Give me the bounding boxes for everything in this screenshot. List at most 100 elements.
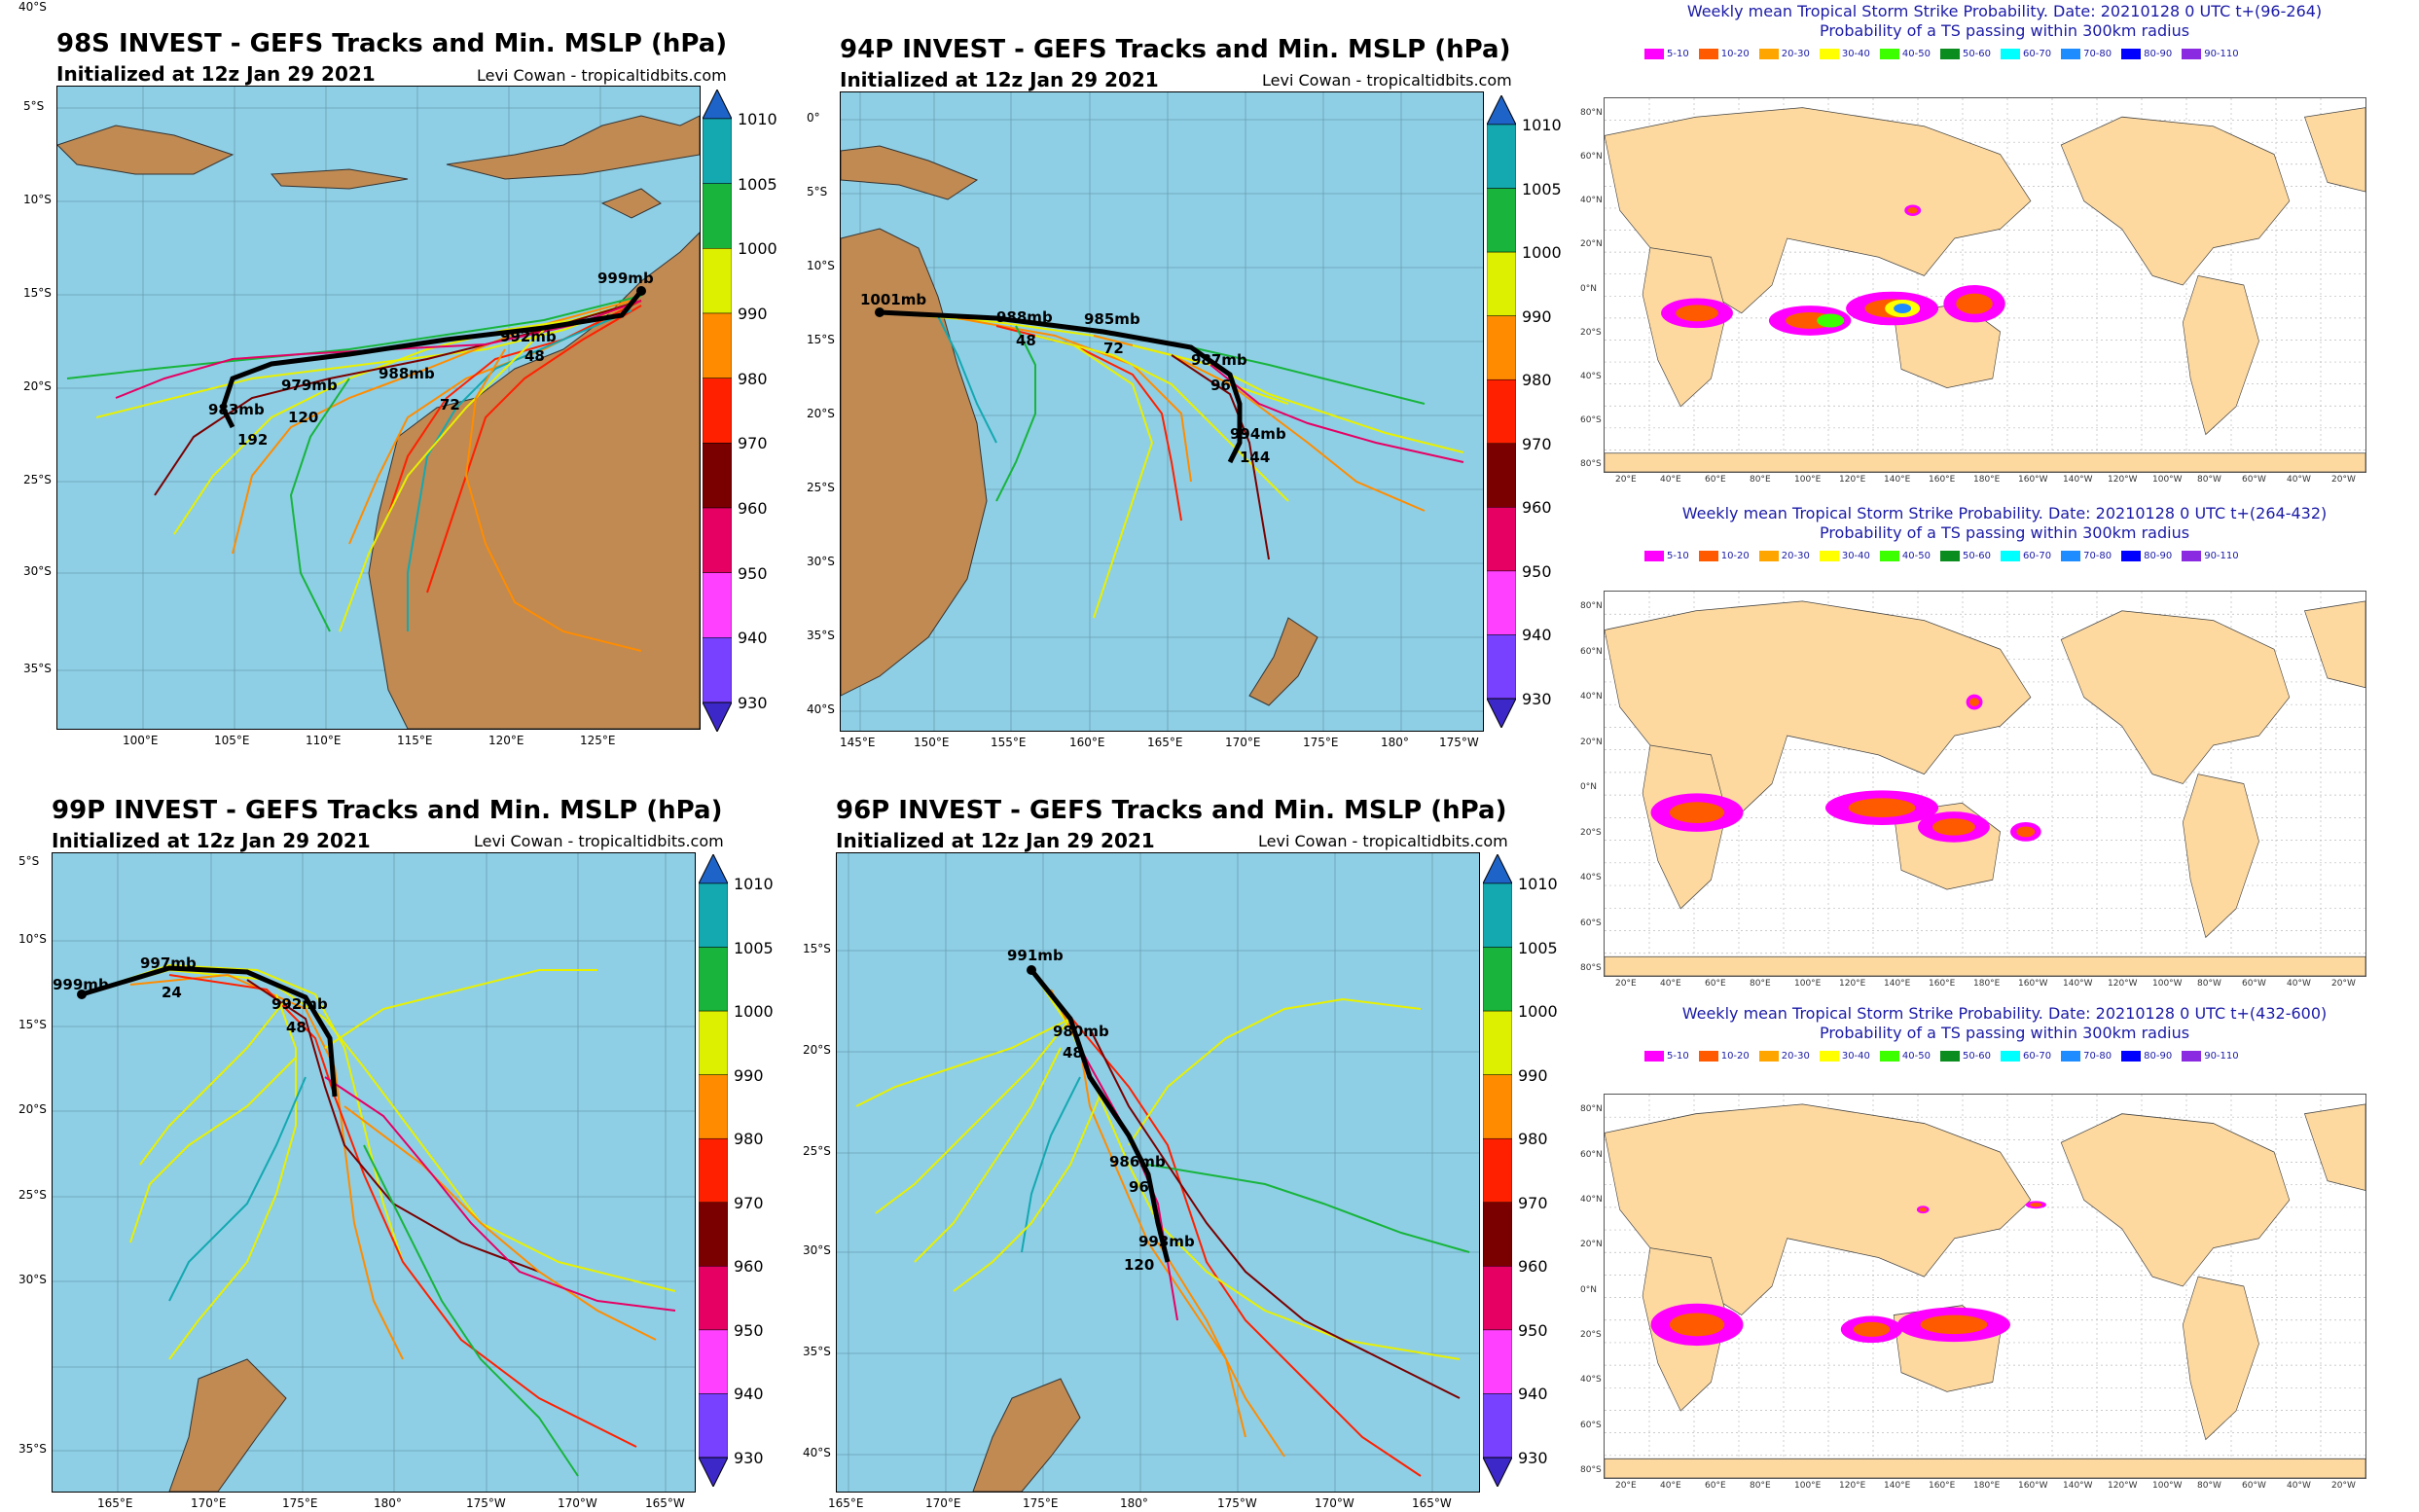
ecm-lat-tick: 20°S (1580, 827, 1602, 838)
lat-tick-label: 35°S (18, 1442, 47, 1456)
svg-text:987mb: 987mb (1191, 351, 1247, 369)
legend-swatch (1698, 49, 1718, 59)
legend-label: 10-20 (1720, 49, 1750, 59)
ecm-lon-tick: 120°E (1839, 1481, 1866, 1491)
lon-tick-label: 145°E (840, 736, 876, 749)
ecm-lon-tick: 40°E (1660, 1481, 1681, 1491)
legend-label: 40-50 (1901, 1051, 1931, 1062)
ecm-legend: 5-10 10-20 20-30 30-40 40-50 50-60 60-70 70-80 8… (1644, 551, 2239, 561)
legend-label: 80-90 (2144, 551, 2173, 561)
legend-swatch (1879, 49, 1899, 59)
colorbar-level-label: 1005 (1518, 938, 1558, 957)
svg-text:997mb: 997mb (140, 954, 197, 972)
panel-init: Initialized at 12z Jan 29 2021 (56, 62, 376, 86)
ecm-lat-tick: 20°N (1580, 239, 1603, 250)
legend-swatch (1758, 49, 1779, 59)
ecm-lon-tick: 120°W (2108, 979, 2138, 989)
lat-tick-label: 25°S (807, 481, 835, 494)
colorbar-level-label: 960 (734, 1257, 764, 1277)
ecm-lat-tick: 40°N (1580, 196, 1603, 206)
legend-swatch (1698, 1051, 1718, 1062)
ecm-lon-tick: 40°W (2287, 475, 2311, 485)
colorbar-level-label: 1000 (1522, 243, 1562, 263)
legend-item: 30-40 (1819, 551, 1870, 561)
panel-init-96p: Initialized at 12z Jan 29 2021 (836, 829, 1155, 852)
pressure-colorbar (1482, 852, 1513, 1489)
legend-item: 5-10 (1644, 1051, 1689, 1062)
lon-tick-label: 175°E (1303, 736, 1339, 749)
lat-tick-label: 40°S (803, 1446, 831, 1459)
colorbar-level-label: 970 (734, 1193, 764, 1212)
lon-tick-label: 170°W (558, 1496, 597, 1510)
lon-tick-label: 100°E (123, 734, 159, 747)
ecm-lon-tick: 60°W (2242, 979, 2266, 989)
legend-item: 30-40 (1819, 1051, 1870, 1062)
colorbar-level-label: 940 (734, 1385, 764, 1404)
ecm-lon-tick: 20°E (1615, 979, 1637, 989)
legend-item: 90-110 (2182, 551, 2239, 561)
ecm-lat-tick: 40°S (1580, 371, 1602, 381)
colorbar-level-label: 1010 (1518, 875, 1558, 893)
lon-tick-label: 175°E (282, 1496, 318, 1510)
legend-item: 50-60 (1939, 551, 1991, 561)
legend-swatch (1939, 1051, 1960, 1062)
ecm-lat-tick: 80°N (1580, 1104, 1603, 1115)
lon-tick-label: 105°E (214, 734, 250, 747)
ecm-lon-tick: 40°W (2287, 979, 2311, 989)
ecm-lon-tick: 140°W (2063, 475, 2093, 485)
panel-credit-99p: Levi Cowan - tropicaltidbits.com (474, 832, 724, 850)
ecm-lon-tick: 100°E (1794, 979, 1822, 989)
colorbar-level-label: 990 (734, 1065, 764, 1085)
ecm-title: Weekly mean Tropical Storm Strike Probab… (1681, 1004, 2328, 1023)
ecm-lat-tick: 60°N (1580, 151, 1603, 162)
colorbar-level-label: 960 (1518, 1257, 1548, 1277)
lon-tick-label: 165°E (1147, 736, 1183, 749)
legend-label: 30-40 (1841, 551, 1870, 561)
lon-tick-label: 175°W (1217, 1496, 1257, 1510)
svg-text:192: 192 (237, 431, 268, 449)
svg-text:144: 144 (1240, 449, 1270, 466)
lat-tick-label: 30°S (18, 1273, 47, 1286)
colorbar-level-label: 980 (734, 1130, 764, 1149)
colorbar-level-label: 1005 (734, 938, 774, 957)
ecm-lon-tick: 140°E (1884, 979, 1911, 989)
legend-label: 80-90 (2144, 1051, 2173, 1062)
panel-title: 98S INVEST - GEFS Tracks and Min. MSLP (… (56, 29, 728, 58)
panel-init-99p: Initialized at 12z Jan 29 2021 (52, 829, 371, 852)
legend-item: 80-90 (2121, 551, 2172, 561)
lat-tick-label: 25°S (803, 1144, 831, 1158)
legend-label: 30-40 (1841, 1051, 1870, 1062)
svg-text:992mb: 992mb (271, 995, 328, 1013)
colorbar-level-label: 990 (1518, 1065, 1548, 1085)
lon-tick-label: 175°E (1023, 1496, 1059, 1510)
ecm-lon-tick: 180°E (1973, 979, 2001, 989)
ecm-lon-tick: 20°W (2331, 475, 2356, 485)
legend-swatch (1644, 551, 1664, 561)
colorbar-level-label: 1010 (734, 875, 774, 893)
legend-label: 90-110 (2204, 1051, 2239, 1062)
ecm-lon-tick: 80°E (1750, 475, 1771, 485)
lat-tick-label: 40°S (807, 702, 835, 716)
legend-item: 70-80 (2061, 1051, 2112, 1062)
ecm-title: Weekly mean Tropical Storm Strike Probab… (1681, 504, 2328, 522)
legend-label: 40-50 (1901, 49, 1931, 59)
panel-init: Initialized at 12z Jan 29 2021 (840, 68, 1159, 91)
legend-item: 50-60 (1939, 1051, 1991, 1062)
legend-item: 30-40 (1819, 49, 1870, 59)
svg-text:48: 48 (524, 347, 545, 365)
ecm-lon-tick: 40°E (1660, 475, 1681, 485)
legend-swatch (1644, 49, 1664, 59)
lon-tick-label: 125°E (580, 734, 616, 747)
lon-tick-label: 180° (1120, 1496, 1148, 1510)
legend-label: 5-10 (1667, 1051, 1689, 1062)
colorbar-level-label: 990 (1522, 306, 1552, 326)
panel-title-96p: 96P INVEST - GEFS Tracks and Min. MSLP (… (836, 796, 1507, 825)
svg-text:48: 48 (1063, 1044, 1083, 1062)
ecm-lon-tick: 80°E (1750, 1481, 1771, 1491)
colorbar-level-label: 960 (1522, 498, 1552, 518)
ecm-lon-tick: 20°E (1615, 475, 1637, 485)
colorbar-level-label: 970 (738, 434, 768, 453)
svg-text:120: 120 (1124, 1256, 1154, 1274)
legend-label: 5-10 (1667, 49, 1689, 59)
panel-title: 94P INVEST - GEFS Tracks and Min. MSLP (… (840, 35, 1511, 64)
